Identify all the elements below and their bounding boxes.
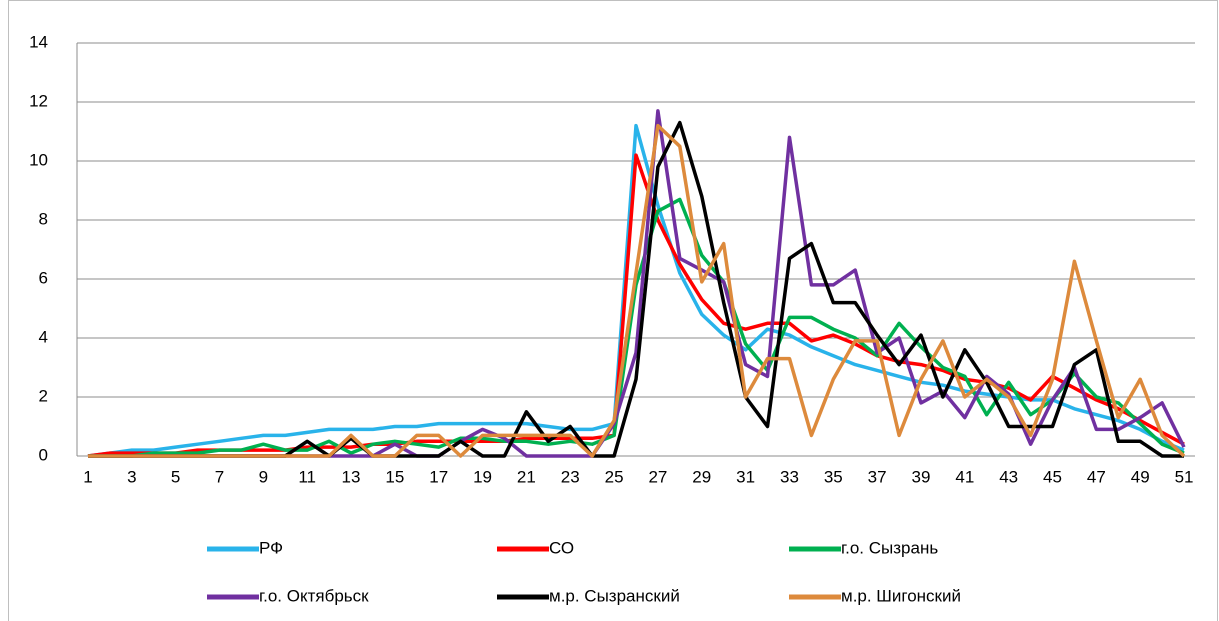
x-tick-label: 23 [561, 467, 580, 486]
x-tick-label: 25 [605, 467, 624, 486]
x-tick-label: 41 [955, 467, 974, 486]
x-tick-label: 47 [1087, 467, 1106, 486]
series-line [88, 123, 1186, 458]
y-tick-label: 10 [29, 150, 48, 169]
x-tick-label: 11 [298, 467, 316, 486]
x-tick-label: 49 [1131, 467, 1150, 486]
y-tick-label: 6 [39, 268, 48, 287]
legend-label: м.р. Сызранский [549, 586, 680, 605]
y-tick-label: 0 [39, 445, 48, 464]
x-tick-label: 35 [824, 467, 843, 486]
x-tick-label: 39 [912, 467, 931, 486]
x-tick-label: 9 [259, 467, 268, 486]
x-tick-label: 3 [127, 467, 136, 486]
x-tick-label: 27 [648, 467, 667, 486]
x-tick-label: 31 [736, 467, 755, 486]
x-tick-label: 43 [999, 467, 1018, 486]
x-tick-label: 45 [1043, 467, 1062, 486]
x-tick-label: 33 [780, 467, 799, 486]
x-tick-label: 5 [171, 467, 180, 486]
y-tick-label: 4 [39, 327, 48, 346]
x-tick-label: 17 [429, 467, 448, 486]
x-tick-label: 51 [1175, 467, 1194, 486]
x-tick-label: 13 [342, 467, 361, 486]
x-tick-label: 29 [692, 467, 711, 486]
x-tick-label: 19 [473, 467, 492, 486]
legend-label: м.р. Шигонский [841, 586, 961, 605]
x-tick-label: 21 [517, 467, 536, 486]
y-tick-label: 2 [39, 386, 48, 405]
legend-label: СО [549, 538, 574, 557]
y-tick-label: 8 [39, 209, 48, 228]
chart-frame [8, 0, 1218, 621]
y-tick-label: 14 [29, 32, 48, 51]
x-tick-label: 15 [385, 467, 404, 486]
x-tick-label: 1 [83, 467, 92, 486]
legend-label: РФ [259, 538, 283, 557]
series-line [87, 153, 1185, 458]
x-tick-label: 37 [868, 467, 887, 486]
y-tick-label: 12 [29, 91, 48, 110]
x-tick-label: 7 [215, 467, 224, 486]
legend-label: г.о. Сызрань [841, 538, 938, 557]
legend-label: г.о. Октябрьск [259, 586, 369, 605]
